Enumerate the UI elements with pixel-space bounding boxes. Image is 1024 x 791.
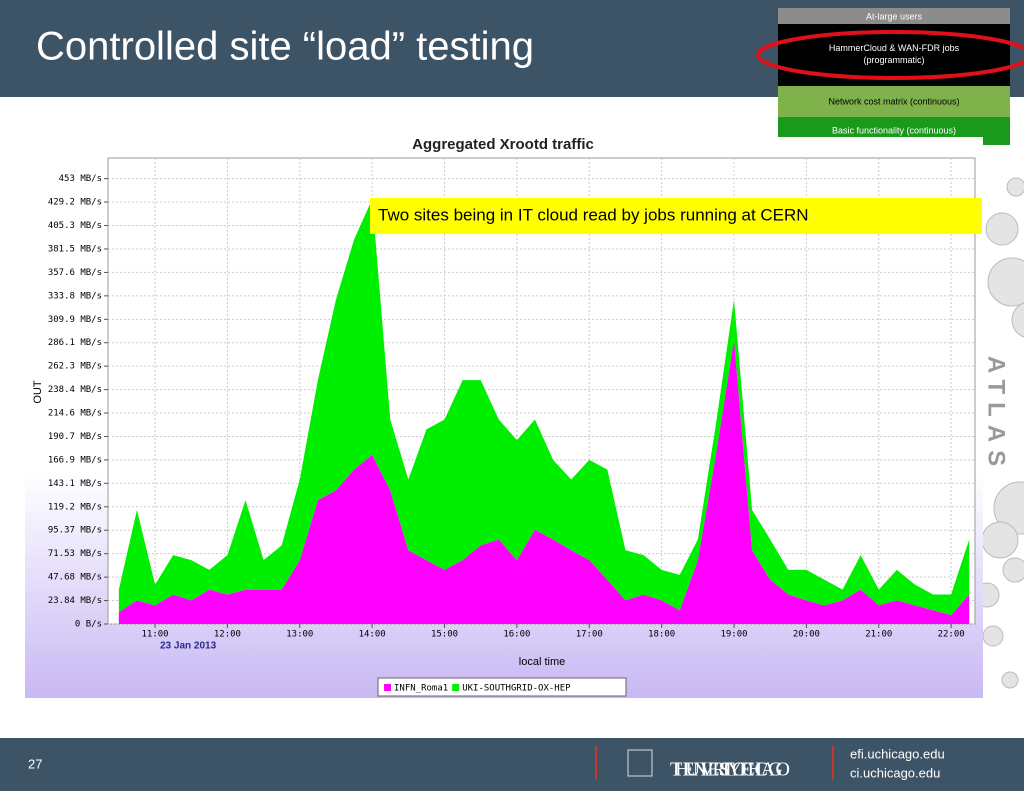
- y-tick-label: 453 MB/s: [59, 174, 102, 184]
- x-tick-label: 16:00: [503, 630, 530, 640]
- chart: 0 B/s 23.84 MB/s 47.68 MB/s 71.53 MB/s 95.37…: [32, 136, 982, 697]
- y-tick-label: 429.2 MB/s: [48, 198, 102, 208]
- x-tick-label: 18:00: [648, 630, 675, 640]
- pyramid-level: [778, 86, 1010, 117]
- y-tick-label: 23.84 MB/s: [48, 596, 102, 606]
- pyramid-label: Network cost matrix (continuous): [828, 96, 959, 106]
- crest: [627, 749, 653, 777]
- y-tick-label: 95.37 MB/s: [48, 526, 102, 536]
- area: [118, 339, 970, 624]
- x-tick-label: 21:00: [865, 630, 892, 640]
- pyramid-label: At-large users: [866, 11, 923, 21]
- y-tick-label: 47.68 MB/s: [48, 573, 102, 583]
- y-tick-label: 71.53 MB/s: [48, 549, 102, 559]
- x-tick-label: 15:00: [431, 630, 458, 640]
- x-tick-label: 11:00: [141, 630, 168, 640]
- y-tick-label: 238.4 MB/s: [48, 385, 102, 395]
- x-tick-label: 13:00: [286, 630, 313, 640]
- y-axis-label: OUT: [32, 380, 44, 404]
- legend-swatch: [384, 684, 391, 691]
- link: efi.uchicago.edu: [850, 746, 945, 761]
- y-tick-label: 286.1 MB/s: [48, 338, 102, 348]
- y-tick-label: 214.6 MB/s: [48, 409, 102, 419]
- pyramid-level: [778, 8, 1010, 24]
- university-name: THE UNIVERSITY OF CHICAGO: [670, 759, 792, 781]
- legend-label: UKI-SOUTHGRID-OX-HEP: [462, 684, 571, 694]
- slide-title: Controlled site “load” testing: [36, 25, 534, 69]
- y-tick-label: 262.3 MB/s: [48, 362, 102, 372]
- pyramid: At-large users HammerCloud & WAN-FDR job…: [756, 8, 1024, 145]
- y-tick-label: 381.5 MB/s: [48, 244, 102, 254]
- y-tick-label: 309.9 MB/s: [48, 315, 102, 325]
- x-axis-label: local time: [519, 656, 565, 668]
- legend-swatch: [452, 684, 460, 691]
- x-tick-label: 19:00: [720, 630, 747, 640]
- page-number: 27: [28, 756, 42, 771]
- date-label: 23 Jan 2013: [160, 641, 217, 652]
- y-tick-label: 357.6 MB/s: [48, 268, 102, 278]
- x-tick-label: 17:00: [576, 630, 603, 640]
- y-tick-label: 143.1 MB/s: [48, 479, 102, 489]
- x-tick-label: 22:00: [938, 630, 965, 640]
- y-tick-label: 333.8 MB/s: [48, 291, 102, 301]
- pyramid-label: HammerCloud & WAN-FDR jobs (programmatic): [829, 43, 960, 65]
- y-tick-label: 0 B/s: [75, 620, 102, 630]
- link: ci.uchicago.edu: [850, 765, 940, 780]
- legend: [377, 677, 627, 697]
- pyramid-label: Basic functionality (continuous): [832, 125, 956, 135]
- x-tick-label: 20:00: [793, 630, 820, 640]
- y-tick-label: 119.2 MB/s: [48, 502, 102, 512]
- highlight-ellipse: [756, 30, 1024, 80]
- x-tick-label: 14:00: [359, 630, 386, 640]
- side-logo: ATLAS: [983, 356, 1010, 474]
- annotation-box: [370, 198, 982, 234]
- chart-title: Aggregated Xrootd traffic: [412, 136, 594, 153]
- x-tick-label: 12:00: [214, 630, 241, 640]
- area: [118, 199, 970, 616]
- footer-band: [0, 738, 1024, 791]
- y-tick-label: 166.9 MB/s: [48, 455, 102, 465]
- legend-label: INFN_Roma1: [394, 684, 448, 694]
- y-tick-label: 405.3 MB/s: [48, 221, 102, 231]
- y-tick-label: 190.7 MB/s: [48, 432, 102, 442]
- decor-circles: [974, 177, 1024, 689]
- annotation: Two sites being in IT cloud read by jobs…: [378, 205, 809, 224]
